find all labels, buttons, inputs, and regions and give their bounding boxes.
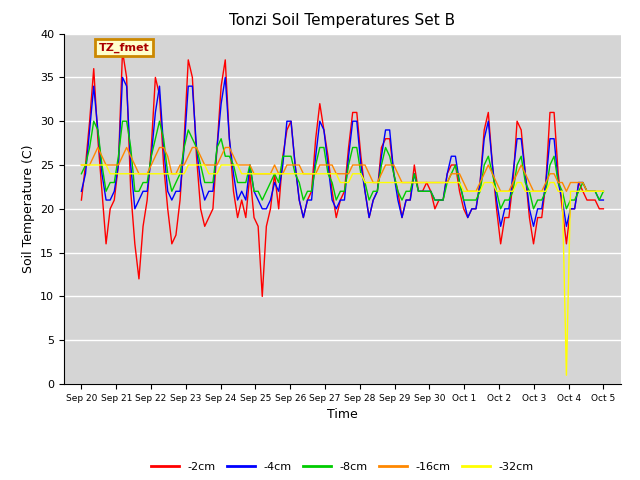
-8cm [90, 118, 97, 124]
-4cm [583, 188, 591, 194]
Text: TZ_fmet: TZ_fmet [99, 42, 150, 53]
-16cm [77, 162, 85, 168]
-32cm [525, 188, 533, 194]
-16cm [296, 162, 303, 168]
Line: -8cm: -8cm [81, 121, 604, 209]
-32cm [600, 188, 607, 194]
-16cm [534, 188, 541, 194]
-32cm [349, 171, 356, 177]
-16cm [600, 188, 607, 194]
-8cm [534, 197, 541, 203]
-8cm [497, 206, 504, 212]
-8cm [296, 180, 303, 185]
-4cm [275, 188, 282, 194]
-4cm [353, 118, 360, 124]
-32cm [205, 171, 212, 177]
-2cm [534, 215, 541, 220]
-16cm [275, 171, 282, 177]
-32cm [77, 162, 85, 168]
-2cm [118, 48, 126, 54]
-32cm [271, 171, 278, 177]
-2cm [77, 197, 85, 203]
Y-axis label: Soil Temperature (C): Soil Temperature (C) [22, 144, 35, 273]
-2cm [279, 154, 287, 159]
-8cm [77, 171, 85, 177]
-2cm [300, 215, 307, 220]
-4cm [497, 223, 504, 229]
-4cm [600, 197, 607, 203]
-4cm [118, 74, 126, 80]
Line: -16cm: -16cm [81, 147, 604, 191]
Line: -2cm: -2cm [81, 51, 604, 296]
-4cm [209, 188, 217, 194]
-16cm [94, 144, 102, 150]
-2cm [209, 206, 217, 212]
-16cm [353, 162, 360, 168]
-2cm [357, 154, 365, 159]
-2cm [600, 206, 607, 212]
-16cm [209, 162, 217, 168]
-8cm [583, 188, 591, 194]
-32cm [563, 372, 570, 378]
-16cm [583, 188, 591, 194]
Title: Tonzi Soil Temperatures Set B: Tonzi Soil Temperatures Set B [229, 13, 456, 28]
Legend: -2cm, -4cm, -8cm, -16cm, -32cm: -2cm, -4cm, -8cm, -16cm, -32cm [147, 457, 538, 477]
-2cm [583, 197, 591, 203]
-2cm [259, 293, 266, 300]
-4cm [296, 197, 303, 203]
-16cm [464, 188, 472, 194]
-8cm [353, 144, 360, 150]
X-axis label: Time: Time [327, 408, 358, 421]
-8cm [275, 180, 282, 185]
-32cm [291, 171, 299, 177]
Line: -4cm: -4cm [81, 77, 604, 226]
-4cm [77, 188, 85, 194]
-8cm [209, 180, 217, 185]
-32cm [579, 188, 587, 194]
-8cm [600, 188, 607, 194]
Line: -32cm: -32cm [81, 165, 604, 375]
-4cm [534, 206, 541, 212]
